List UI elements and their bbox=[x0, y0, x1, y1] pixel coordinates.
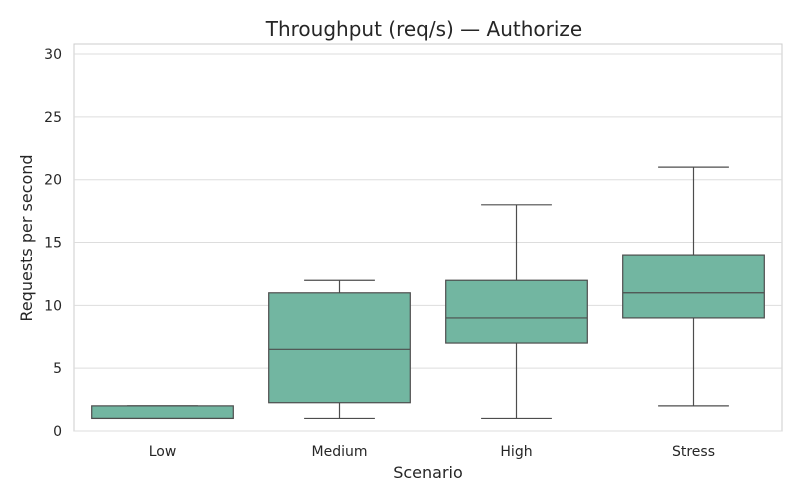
plot-area bbox=[73, 43, 783, 432]
y-axis-label: Requests per second bbox=[17, 154, 36, 321]
box-low bbox=[91, 405, 234, 420]
y-tick-label: 0 bbox=[53, 424, 62, 440]
y-tick-labels: 0 5 10 15 20 25 30 bbox=[44, 47, 62, 440]
x-tick-label: Stress bbox=[672, 444, 715, 460]
chart-title: Throughput (req/s) — Authorize bbox=[265, 17, 582, 41]
y-tick-label: 30 bbox=[44, 47, 62, 63]
y-tick-label: 10 bbox=[44, 298, 62, 314]
box-iqr bbox=[622, 254, 765, 319]
x-axis-label: Scenario bbox=[393, 463, 463, 482]
x-tick-label: High bbox=[500, 444, 532, 460]
y-tick-label: 5 bbox=[53, 361, 62, 377]
x-tick-labels: Low Medium High Stress bbox=[149, 444, 715, 460]
box-iqr bbox=[445, 279, 588, 344]
boxes-layer bbox=[91, 166, 765, 420]
box-medium bbox=[268, 279, 411, 420]
box-high bbox=[445, 204, 588, 420]
box-iqr bbox=[91, 405, 234, 420]
box-iqr bbox=[268, 292, 411, 404]
box-stress bbox=[622, 166, 765, 407]
grid-lines bbox=[74, 53, 782, 432]
x-tick-label: Low bbox=[149, 444, 177, 460]
y-tick-label: 20 bbox=[44, 173, 62, 189]
x-tick-label: Medium bbox=[312, 444, 368, 460]
y-tick-label: 15 bbox=[44, 236, 62, 252]
y-tick-label: 25 bbox=[44, 110, 62, 126]
